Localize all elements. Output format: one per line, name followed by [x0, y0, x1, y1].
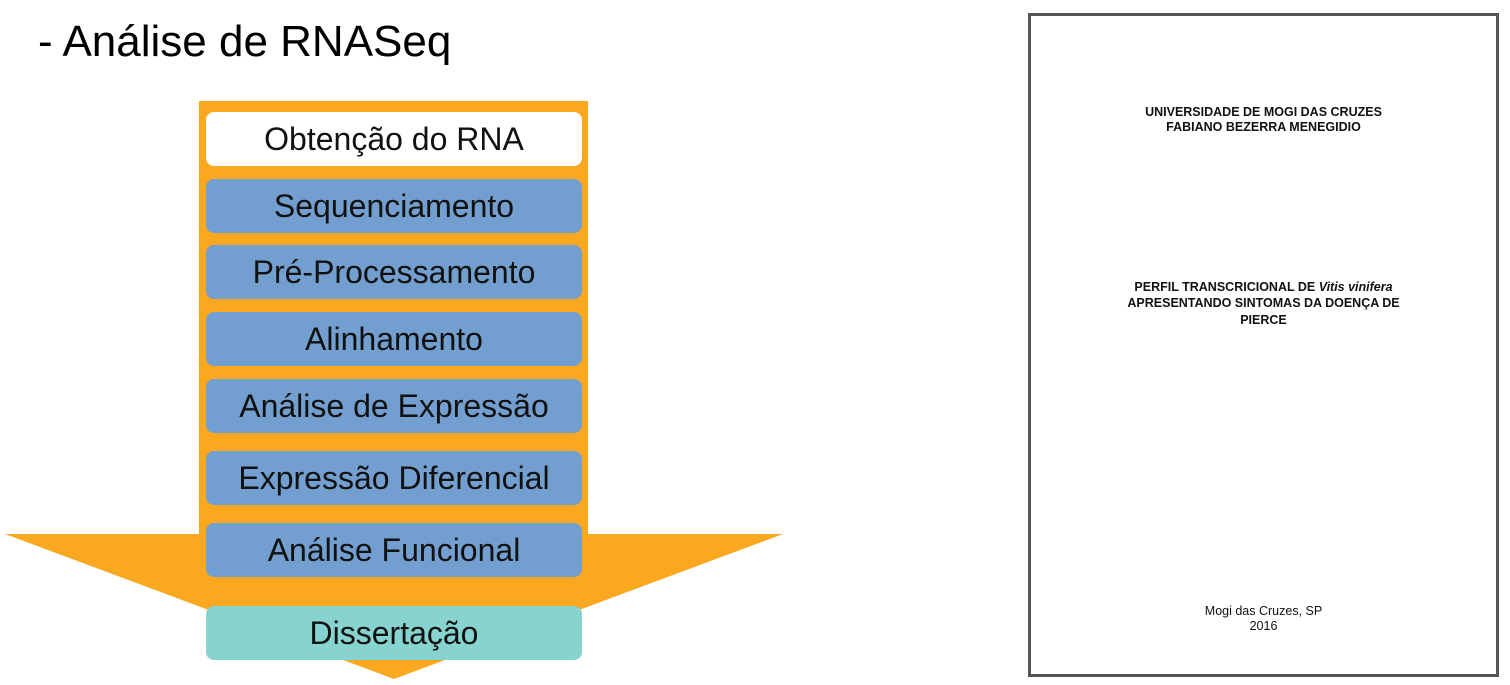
doc-university: UNIVERSIDADE DE MOGI DAS CRUZES — [1145, 105, 1382, 119]
doc-title-line-2: APRESENTANDO SINTOMAS DA DOENÇA DE — [1127, 296, 1400, 310]
dissertation-cover: UNIVERSIDADE DE MOGI DAS CRUZES FABIANO … — [1028, 13, 1499, 677]
step-analise-funcional: Análise Funcional — [206, 523, 582, 577]
step-obtencao-rna: Obtenção do RNA — [206, 112, 582, 166]
doc-title-species: Vitis vinifera — [1318, 280, 1393, 294]
doc-author: FABIANO BEZERRA MENEGIDIO — [1166, 120, 1361, 134]
doc-title-line-3: PIERCE — [1240, 313, 1287, 327]
step-sequenciamento: Sequenciamento — [206, 179, 582, 233]
doc-title-line-1: PERFIL TRANSCRICIONAL DE Vitis vinifera — [1031, 280, 1496, 294]
step-dissertacao: Dissertação — [206, 606, 582, 660]
step-alinhamento: Alinhamento — [206, 312, 582, 366]
doc-title-prefix: PERFIL TRANSCRICIONAL DE — [1134, 280, 1319, 294]
step-analise-expressao: Análise de Expressão — [206, 379, 582, 433]
doc-city: Mogi das Cruzes, SP — [1204, 604, 1323, 618]
slide-title: - Análise de RNASeq — [38, 17, 452, 66]
doc-year: 2016 — [1249, 619, 1278, 633]
step-expressao-diferencial: Expressão Diferencial — [206, 451, 582, 505]
step-pre-processamento: Pré-Processamento — [206, 245, 582, 299]
